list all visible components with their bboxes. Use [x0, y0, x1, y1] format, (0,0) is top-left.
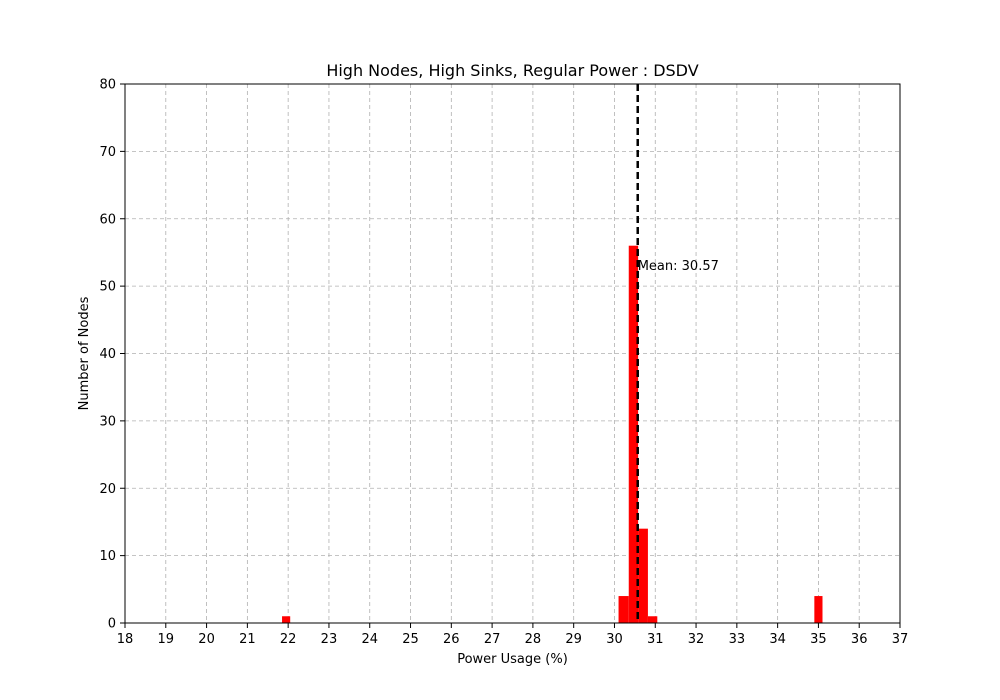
- y-tick-label: 10: [99, 549, 116, 564]
- bars-layer: [282, 245, 823, 623]
- x-tick-label: 31: [647, 632, 664, 647]
- y-tick-label: 60: [99, 212, 116, 227]
- x-tick-label: 36: [851, 632, 868, 647]
- x-tick-label: 32: [688, 632, 705, 647]
- x-tick-label: 26: [443, 632, 460, 647]
- y-tick-label: 30: [99, 414, 116, 429]
- x-tick-label: 18: [117, 632, 134, 647]
- chart-title: High Nodes, High Sinks, Regular Power : …: [326, 61, 698, 80]
- histogram-bar: [628, 245, 639, 623]
- x-tick-label: 30: [606, 632, 623, 647]
- histogram-bar: [618, 596, 629, 623]
- histogram-bar: [282, 616, 291, 623]
- x-tick-label: 35: [810, 632, 827, 647]
- y-axis-label: Number of Nodes: [77, 296, 92, 410]
- grid-layer: [124, 83, 901, 624]
- y-tick-label: 0: [108, 617, 116, 632]
- x-tick-label: 20: [198, 632, 215, 647]
- x-tick-label: 28: [525, 632, 542, 647]
- x-tick-label: 24: [361, 632, 378, 647]
- x-tick-label: 29: [565, 632, 582, 647]
- histogram-bar: [647, 616, 658, 623]
- y-tick-label: 20: [99, 482, 116, 497]
- x-tick-label: 37: [892, 632, 909, 647]
- x-tick-label: 22: [280, 632, 297, 647]
- histogram-bar: [814, 596, 823, 623]
- y-tick-label: 70: [99, 145, 116, 160]
- histogram-bar: [638, 528, 648, 623]
- x-tick-label: 27: [484, 632, 501, 647]
- x-tick-label: 34: [769, 632, 786, 647]
- x-tick-label: 33: [729, 632, 746, 647]
- y-tick-label: 50: [99, 280, 116, 295]
- x-axis-label: Power Usage (%): [457, 652, 568, 667]
- x-tick-label: 19: [158, 632, 175, 647]
- mean-layer: Mean: 30.57: [636, 84, 719, 623]
- x-tick-label: 23: [321, 632, 338, 647]
- y-tick-label: 40: [99, 347, 116, 362]
- x-tick-label: 21: [239, 632, 256, 647]
- ticks-layer: 18 19 20 21 22 23 24 25 26 27 28 29 30 31 32 33 34 35 36 37…: [99, 78, 908, 648]
- x-tick-label: 25: [402, 632, 419, 647]
- mean-label: Mean: 30.57: [638, 259, 719, 274]
- y-tick-label: 80: [99, 78, 116, 93]
